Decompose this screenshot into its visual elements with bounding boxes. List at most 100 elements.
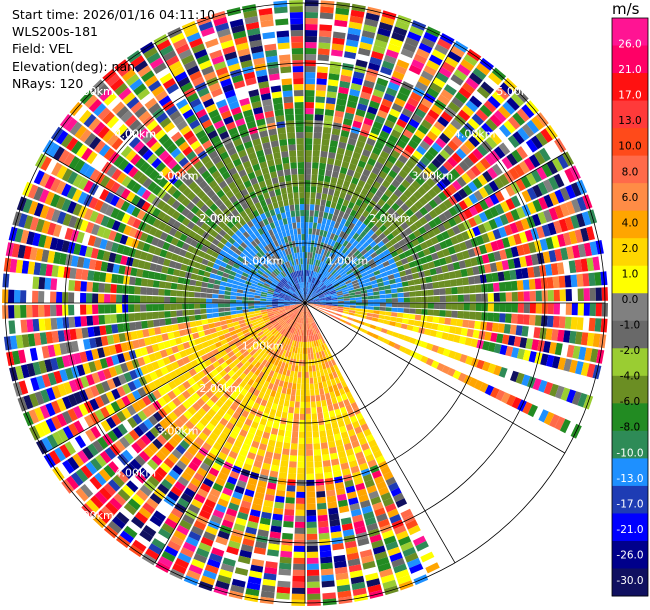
velocity-cell (312, 222, 318, 229)
velocity-cell (349, 88, 361, 97)
velocity-cell (200, 287, 208, 293)
velocity-cell (350, 303, 356, 306)
velocity-cell (457, 303, 464, 311)
velocity-cell (295, 503, 305, 510)
velocity-cell (586, 257, 595, 272)
velocity-cell (546, 354, 555, 368)
velocity-cell (194, 286, 202, 292)
velocity-cell (374, 115, 386, 125)
velocity-cell (236, 296, 243, 300)
velocity-cell (437, 191, 448, 202)
velocity-cell (407, 139, 419, 150)
velocity-cell (536, 226, 545, 239)
velocity-cell (333, 165, 341, 173)
velocity-cell (344, 303, 350, 305)
velocity-cell (309, 270, 312, 277)
velocity-cell (348, 289, 355, 294)
velocity-cell (252, 352, 259, 359)
velocity-cell (397, 574, 412, 585)
velocity-cell (140, 304, 147, 312)
velocity-cell (327, 285, 334, 290)
velocity-cell (498, 282, 506, 292)
velocity-cell (300, 317, 303, 324)
velocity-cell (306, 295, 311, 301)
velocity-cell (321, 448, 329, 455)
velocity-cell (346, 33, 360, 42)
velocity-cell (262, 352, 268, 359)
velocity-cell (293, 328, 297, 335)
velocity-cell (592, 333, 601, 348)
velocity-cell (407, 524, 421, 536)
velocity-cell (367, 157, 377, 167)
velocity-cell (537, 211, 547, 225)
velocity-cell (207, 318, 214, 324)
velocity-cell (404, 102, 417, 113)
velocity-cell (117, 323, 125, 333)
velocity-cell (254, 361, 261, 369)
velocity-cell (193, 493, 206, 504)
velocity-cell (281, 322, 287, 328)
velocity-cell (321, 138, 330, 146)
velocity-cell (56, 317, 64, 329)
velocity-cell (505, 292, 512, 302)
velocity-cell (336, 216, 343, 224)
velocity-cell (305, 365, 309, 372)
velocity-cell (250, 564, 264, 573)
velocity-cell (320, 436, 328, 444)
velocity-cell (197, 407, 207, 417)
velocity-cell (564, 275, 572, 288)
velocity-cell (307, 258, 310, 265)
velocity-cell (314, 301, 320, 303)
velocity-cell (319, 306, 326, 309)
velocity-cell (321, 193, 328, 201)
velocity-cell (418, 75, 431, 87)
velocity-cell (589, 241, 598, 256)
velocity-cell (353, 114, 364, 123)
velocity-cell (276, 435, 284, 443)
velocity-cell (336, 98, 347, 107)
velocity-cell (323, 289, 329, 294)
velocity-cell (339, 456, 348, 465)
velocity-cell (352, 587, 367, 596)
velocity-cell (243, 383, 252, 392)
velocity-cell (320, 568, 334, 576)
velocity-cell (393, 272, 401, 279)
velocity-cell (218, 312, 225, 317)
velocity-cell (298, 305, 303, 310)
velocity-cell (319, 305, 326, 308)
velocity-cell (398, 536, 412, 546)
velocity-cell (580, 227, 590, 242)
velocity-cell (305, 168, 312, 175)
velocity-cell (542, 179, 554, 193)
velocity-cell (388, 482, 399, 492)
velocity-cell (374, 236, 382, 244)
velocity-cell (403, 308, 410, 314)
velocity-cell (289, 461, 297, 468)
velocity-cell (349, 237, 356, 245)
velocity-cell (329, 276, 336, 282)
velocity-cell (362, 262, 370, 269)
velocity-cell (407, 184, 417, 194)
velocity-cell (369, 100, 380, 110)
velocity-cell (309, 290, 314, 296)
velocity-cell (273, 330, 279, 337)
velocity-cell (32, 276, 40, 289)
velocity-cell (415, 296, 422, 303)
velocity-cell (303, 336, 305, 342)
velocity-cell (431, 360, 440, 369)
velocity-cell (360, 423, 369, 432)
velocity-cell (434, 43, 449, 56)
velocity-cell (516, 146, 528, 160)
velocity-cell (321, 580, 335, 588)
velocity-cell (340, 74, 352, 83)
velocity-cell (480, 81, 495, 95)
velocity-cell (305, 228, 309, 235)
velocity-cell (279, 206, 285, 214)
velocity-cell (278, 472, 288, 479)
velocity-cell (458, 200, 468, 211)
velocity-cell (335, 287, 342, 291)
velocity-cell (311, 293, 317, 298)
velocity-cell (366, 213, 375, 221)
velocity-cell (152, 288, 159, 296)
velocity-cell (414, 108, 427, 119)
